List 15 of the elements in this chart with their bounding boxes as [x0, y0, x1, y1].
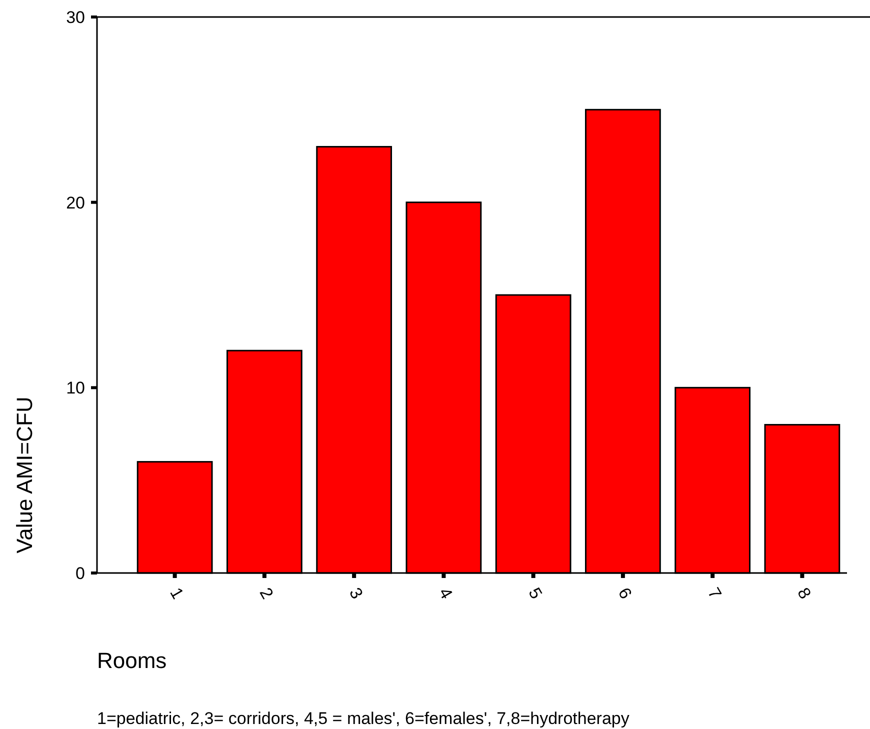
x-tick-label: 3 [345, 584, 367, 602]
y-tick-label: 10 [66, 378, 85, 398]
y-tick-label: 20 [66, 193, 85, 212]
x-tick-label: 7 [704, 584, 726, 602]
text: 1=pediatric, 2,3= corridors, 4,5 = males', 6=females', 7,8=hydrotherapy [97, 709, 630, 728]
x-tick-label: 4 [435, 584, 456, 602]
y-tick-label: 0 [76, 564, 85, 583]
x-tick-label: 8 [794, 584, 815, 602]
x-tick-label: 1 [166, 584, 188, 602]
x-tick-label: 6 [614, 584, 636, 602]
y-axis-title: Value AMI=CFU [12, 396, 37, 554]
y-tick-label: 30 [66, 8, 85, 27]
x-axis-title: Rooms [97, 648, 167, 673]
x-tick-label: 5 [524, 584, 546, 602]
x-tick-label: 2 [256, 584, 278, 602]
